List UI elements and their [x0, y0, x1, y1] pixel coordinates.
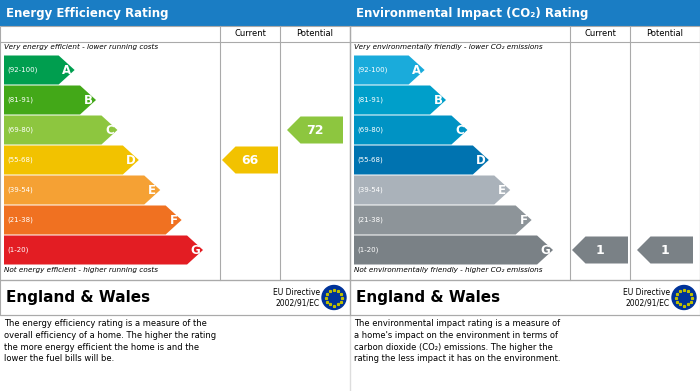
Polygon shape [4, 235, 203, 264]
Text: A: A [62, 63, 71, 77]
Text: Current: Current [234, 29, 266, 38]
Bar [0, 280, 350, 315]
Text: (55-68): (55-68) [357, 157, 383, 163]
Circle shape [322, 285, 346, 310]
Text: (55-68): (55-68) [7, 157, 33, 163]
Polygon shape [4, 115, 118, 145]
Polygon shape [4, 86, 96, 115]
Text: Very energy efficient - lower running costs: Very energy efficient - lower running co… [4, 44, 158, 50]
Bar [350, 0, 700, 26]
Text: (1-20): (1-20) [7, 247, 29, 253]
Text: (81-91): (81-91) [7, 97, 33, 103]
Text: B: B [83, 93, 92, 106]
Polygon shape [354, 86, 446, 115]
Bar [0, 280, 350, 315]
Polygon shape [354, 56, 425, 84]
Bar [0, 0, 350, 26]
Text: Energy Efficiency Rating: Energy Efficiency Rating [6, 7, 169, 20]
Text: (69-80): (69-80) [7, 127, 33, 133]
Text: England & Wales: England & Wales [356, 290, 500, 305]
Bar [350, 280, 700, 315]
Text: G: G [540, 244, 550, 256]
Text: 1: 1 [596, 244, 604, 256]
Polygon shape [354, 176, 510, 204]
Polygon shape [354, 115, 468, 145]
Bar [0, 26, 350, 280]
Text: B: B [433, 93, 442, 106]
Text: Not energy efficient - higher running costs: Not energy efficient - higher running co… [4, 267, 158, 273]
Text: F: F [169, 213, 178, 226]
Text: EU Directive: EU Directive [623, 288, 670, 297]
Text: The energy efficiency rating is a measure of the
overall efficiency of a home. T: The energy efficiency rating is a measur… [4, 319, 216, 363]
Text: C: C [455, 124, 463, 136]
Text: (81-91): (81-91) [357, 97, 383, 103]
Polygon shape [4, 206, 181, 235]
Polygon shape [572, 237, 628, 264]
Text: C: C [105, 124, 113, 136]
Text: E: E [148, 183, 156, 197]
Bar [350, 26, 700, 280]
Text: D: D [126, 154, 136, 167]
Text: Potential: Potential [647, 29, 683, 38]
Text: Potential: Potential [297, 29, 333, 38]
Text: (39-54): (39-54) [7, 187, 33, 193]
Polygon shape [4, 176, 160, 204]
Text: D: D [476, 154, 486, 167]
Polygon shape [4, 56, 75, 84]
Text: G: G [190, 244, 200, 256]
Polygon shape [637, 237, 693, 264]
Bar [350, 280, 700, 315]
Circle shape [672, 285, 696, 310]
Polygon shape [287, 117, 343, 143]
Text: 66: 66 [241, 154, 258, 167]
Text: 72: 72 [307, 124, 323, 136]
Text: 2002/91/EC: 2002/91/EC [276, 298, 320, 307]
Polygon shape [222, 147, 278, 174]
Text: Very environmentally friendly - lower CO₂ emissions: Very environmentally friendly - lower CO… [354, 44, 542, 50]
Text: F: F [519, 213, 528, 226]
Text: 2002/91/EC: 2002/91/EC [626, 298, 670, 307]
Polygon shape [354, 206, 531, 235]
Bar [350, 26, 700, 280]
Text: Environmental Impact (CO₂) Rating: Environmental Impact (CO₂) Rating [356, 7, 589, 20]
Polygon shape [354, 235, 553, 264]
Text: E: E [498, 183, 506, 197]
Text: Not environmentally friendly - higher CO₂ emissions: Not environmentally friendly - higher CO… [354, 267, 542, 273]
Text: England & Wales: England & Wales [6, 290, 150, 305]
Text: The environmental impact rating is a measure of
a home's impact on the environme: The environmental impact rating is a mea… [354, 319, 561, 363]
Text: (21-38): (21-38) [357, 217, 383, 223]
Text: 1: 1 [661, 244, 669, 256]
Bar [0, 26, 350, 280]
Polygon shape [4, 145, 139, 174]
Text: (92-100): (92-100) [357, 67, 387, 73]
Polygon shape [354, 145, 489, 174]
Text: Current: Current [584, 29, 616, 38]
Text: (92-100): (92-100) [7, 67, 37, 73]
Text: (39-54): (39-54) [357, 187, 383, 193]
Text: EU Directive: EU Directive [273, 288, 320, 297]
Text: (21-38): (21-38) [7, 217, 33, 223]
Text: (1-20): (1-20) [357, 247, 379, 253]
Text: A: A [412, 63, 421, 77]
Text: (69-80): (69-80) [357, 127, 383, 133]
